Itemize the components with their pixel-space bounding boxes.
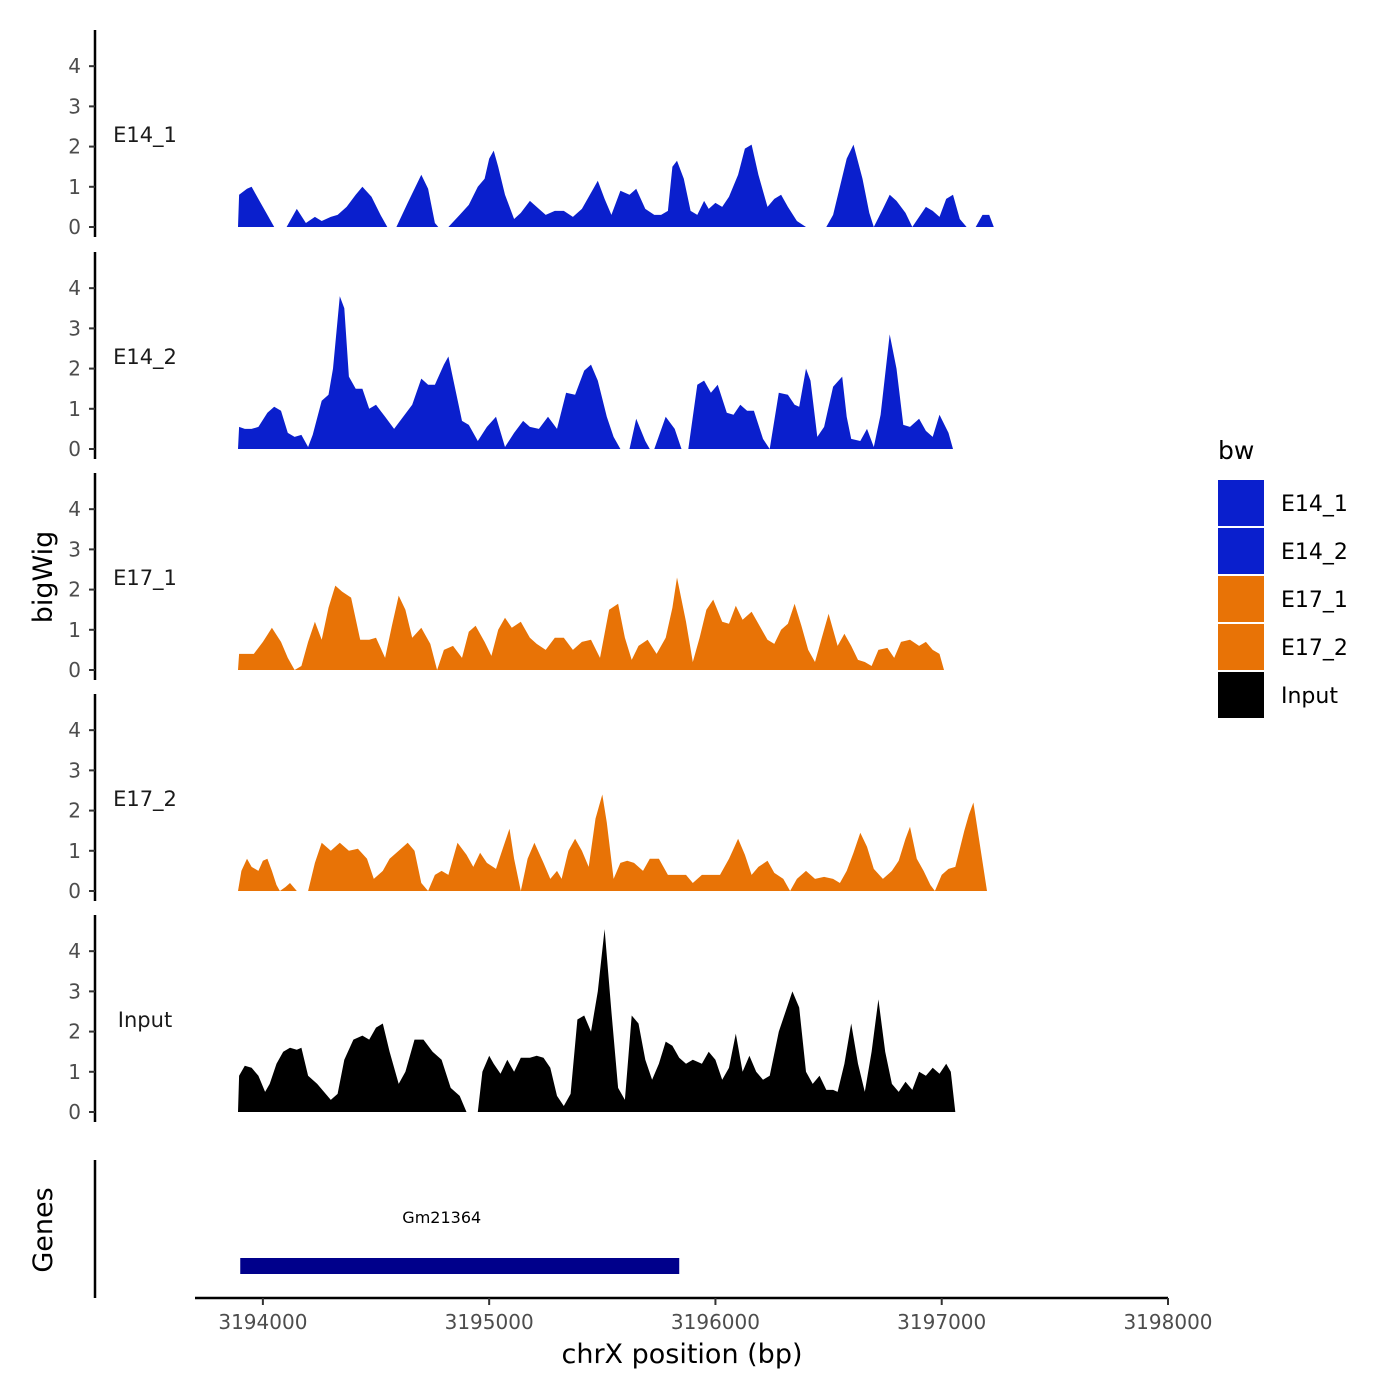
legend-swatch-e17-1 xyxy=(1218,576,1264,622)
legend-swatch-e17-2 xyxy=(1218,624,1264,670)
legend-label-input: Input xyxy=(1281,684,1338,709)
y-tick-label: 3 xyxy=(68,537,81,561)
legend-label-e14-1: E14_1 xyxy=(1281,492,1348,517)
y-tick-label: 2 xyxy=(68,1020,81,1044)
area-e14-1 xyxy=(238,144,1001,227)
y-tick-label: 2 xyxy=(68,578,81,602)
track-e17-1: 0 1 2 3 4 E17_1 xyxy=(68,473,944,682)
legend-label-e17-2: E17_2 xyxy=(1281,636,1348,661)
y-tick-label: 0 xyxy=(68,1100,81,1124)
x-axis-title: chrX position (bp) xyxy=(561,1339,802,1370)
genes-axis-title: Genes xyxy=(28,1187,59,1272)
y-tick-label: 4 xyxy=(68,276,81,300)
tracks: 0 1 2 3 4 E14_1 0 1 2 3 4 E14_2 0 1 2 3 4 E17_1 0 1 2 3 4 E17_2… xyxy=(68,30,1001,1124)
x-axis: 3194000 3195000 3196000 3197000 3198000 xyxy=(195,1296,1213,1334)
x-tick-label: 3195000 xyxy=(445,1310,534,1334)
x-tick-label: 3198000 xyxy=(1123,1310,1212,1334)
area-e14-2 xyxy=(238,296,953,449)
gene-label: Gm21364 xyxy=(402,1208,481,1227)
y-tick-label: 0 xyxy=(68,879,81,903)
legend-swatch-e14-2 xyxy=(1218,528,1264,574)
legend-label-e14-2: E14_2 xyxy=(1281,540,1348,565)
legend: bw E14_1 E14_2 E17_1 E17_2 Input xyxy=(1218,436,1348,718)
y-tick-label: 3 xyxy=(68,316,81,340)
area-e17-2 xyxy=(238,794,987,891)
track-label: E14_2 xyxy=(113,345,177,370)
legend-swatch-e14-1 xyxy=(1218,480,1264,526)
y-tick-label: 4 xyxy=(68,718,81,742)
y-tick-label: 2 xyxy=(68,135,81,159)
y-tick-label: 0 xyxy=(68,215,81,239)
legend-title: bw xyxy=(1218,436,1254,465)
legend-swatch-input xyxy=(1218,672,1264,718)
y-tick-label: 4 xyxy=(68,54,81,78)
y-tick-label: 2 xyxy=(68,799,81,823)
track-e14-1: 0 1 2 3 4 E14_1 xyxy=(68,30,1001,239)
y-tick-label: 0 xyxy=(68,437,81,461)
track-input: 0 1 2 3 4 Input xyxy=(68,915,956,1124)
x-tick-label: 3197000 xyxy=(897,1310,986,1334)
y-tick-label: 4 xyxy=(68,939,81,963)
y-tick-label: 1 xyxy=(68,397,81,421)
y-tick-label: 2 xyxy=(68,357,81,381)
y-tick-label: 3 xyxy=(68,758,81,782)
genes-track: Gm21364 xyxy=(93,1160,680,1298)
track-e14-2: 0 1 2 3 4 E14_2 xyxy=(68,252,953,461)
y-tick-label: 4 xyxy=(68,497,81,521)
track-label: E17_2 xyxy=(113,787,177,812)
y-axis-title: bigWig xyxy=(28,531,59,624)
y-tick-label: 1 xyxy=(68,175,81,199)
track-label: E17_1 xyxy=(113,566,177,591)
y-tick-label: 3 xyxy=(68,94,81,118)
y-tick-label: 1 xyxy=(68,618,81,642)
track-e17-2: 0 1 2 3 4 E17_2 xyxy=(68,694,987,903)
track-label: Input xyxy=(118,1008,172,1032)
area-input xyxy=(238,929,956,1112)
x-tick-label: 3194000 xyxy=(218,1310,307,1334)
x-tick-label: 3196000 xyxy=(671,1310,760,1334)
gene-bar xyxy=(240,1258,680,1274)
legend-label-e17-1: E17_1 xyxy=(1281,588,1348,613)
y-tick-label: 3 xyxy=(68,979,81,1003)
y-tick-label: 1 xyxy=(68,839,81,863)
track-label: E14_1 xyxy=(113,123,177,148)
area-e17-1 xyxy=(238,577,944,670)
y-tick-label: 0 xyxy=(68,658,81,682)
y-tick-label: 1 xyxy=(68,1060,81,1084)
